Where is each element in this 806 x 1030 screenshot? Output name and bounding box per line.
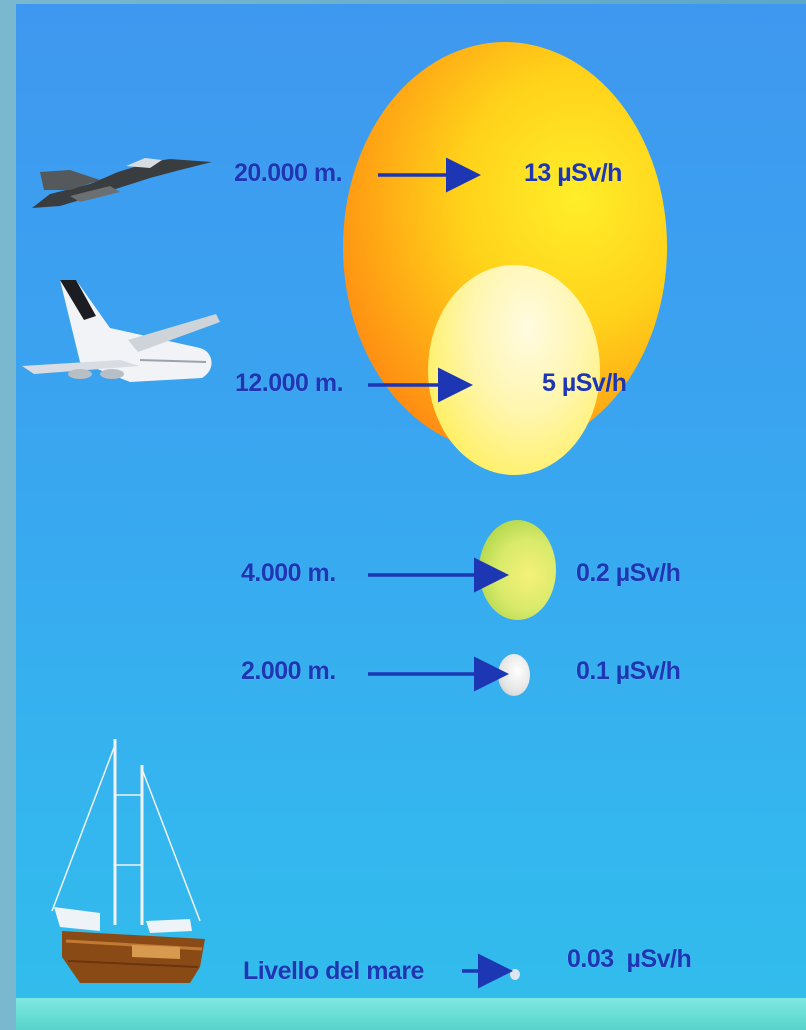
sailboat-icon	[51, 739, 205, 983]
altitude-label-2000m: 2.000 m.	[241, 657, 336, 685]
dose-label-20000m: 13 µSv/h	[524, 159, 622, 187]
dose-label-4000m: 0.2 µSv/h	[576, 559, 681, 587]
dose-label-2000m: 0.1 µSv/h	[576, 657, 681, 685]
altitude-label-4000m: 4.000 m.	[241, 559, 336, 587]
airliner-icon	[22, 280, 220, 382]
sea-level-strip	[16, 998, 806, 1030]
altitude-label-sea-level: Livello del mare	[243, 957, 424, 985]
fighter-jet-icon	[32, 158, 212, 208]
dose-circle-sea-level	[510, 969, 520, 980]
dose-label-12000m: 5 µSv/h	[542, 369, 627, 397]
dose-label-sea-level: 0.03 µSv/h	[567, 945, 692, 973]
altitude-label-12000m: 12.000 m.	[235, 369, 344, 397]
altitude-label-20000m: 20.000 m.	[234, 159, 343, 187]
